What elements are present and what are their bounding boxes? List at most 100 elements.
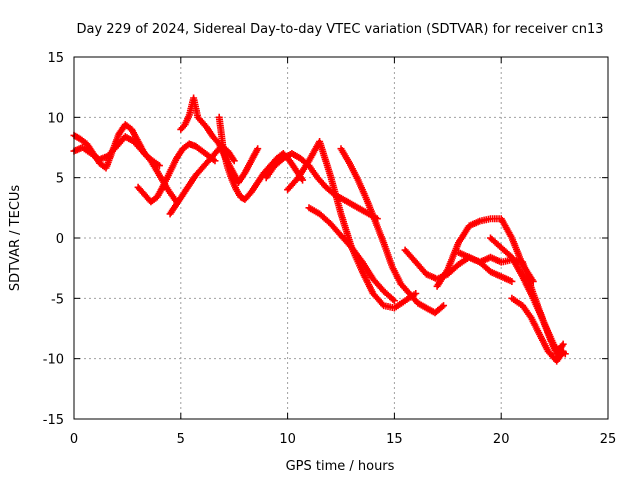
- data-point-marker: [294, 159, 312, 182]
- data-point-marker: [536, 331, 551, 353]
- data-point-marker: [284, 175, 301, 194]
- data-point-marker: [164, 186, 179, 204]
- data-point-marker: [173, 192, 186, 208]
- data-series: [401, 246, 516, 285]
- data-point-marker: [358, 268, 376, 296]
- data-point-marker: [192, 166, 205, 179]
- data-point-marker: [160, 170, 173, 189]
- data-point-marker: [247, 180, 261, 196]
- data-point-marker: [247, 146, 261, 165]
- y-tick-labels: 15 10 5 0 -5 -10 -15: [43, 51, 64, 428]
- data-point-marker: [487, 253, 503, 265]
- data-point-marker: [397, 280, 412, 296]
- data-point-marker: [412, 258, 429, 277]
- data-point-marker: [288, 150, 303, 161]
- data-point-marker: [166, 156, 180, 176]
- data-point-marker: [326, 171, 344, 216]
- data-point-marker: [559, 340, 567, 348]
- data-point-marker: [348, 200, 362, 212]
- data-point-marker: [198, 158, 211, 172]
- data-point-marker: [260, 163, 273, 177]
- data-point-marker: [444, 241, 462, 273]
- data-point-marker: [455, 224, 472, 247]
- data-point-marker: [79, 144, 93, 156]
- data-point-marker: [177, 122, 188, 133]
- x-tick-label: 5: [177, 432, 185, 447]
- data-point-marker: [519, 273, 536, 300]
- data-point-marker: [339, 195, 354, 207]
- x-axis-label: GPS time / hours: [286, 459, 395, 474]
- data-point-marker: [529, 294, 547, 324]
- data-point-marker: [314, 174, 329, 190]
- data-point-marker: [254, 170, 267, 186]
- data-point-marker: [390, 298, 407, 312]
- y-axis-label: SDTVAR / TECUs: [8, 185, 23, 292]
- data-point-marker: [508, 277, 516, 285]
- y-tick-label: -15: [43, 413, 64, 428]
- data-series: [337, 145, 448, 317]
- data-point-marker: [553, 349, 566, 365]
- y-tick-label: 15: [47, 51, 64, 66]
- data-series: [134, 140, 219, 206]
- data-point-marker: [487, 234, 504, 250]
- data-point-marker: [440, 302, 448, 310]
- data-point-marker: [134, 183, 147, 197]
- data-point-marker: [128, 125, 141, 144]
- x-tick-labels: 0 5 10 15 20 25: [70, 432, 616, 447]
- data-point-marker: [215, 113, 227, 153]
- data-point-marker: [527, 314, 543, 337]
- x-tick-label: 0: [70, 432, 78, 447]
- data-series: [284, 138, 420, 312]
- data-point-marker: [104, 144, 119, 160]
- x-tick-label: 20: [493, 432, 510, 447]
- data-point-marker: [371, 217, 387, 245]
- data-point-marker: [369, 290, 386, 308]
- data-point-marker: [356, 205, 371, 217]
- data-point-marker: [192, 142, 205, 154]
- data-point-marker: [390, 297, 398, 305]
- data-point-marker: [235, 170, 248, 186]
- plot-frame: [73, 56, 609, 420]
- data-point-marker: [431, 303, 446, 317]
- data-point-marker: [211, 157, 219, 165]
- y-tick-label: -5: [51, 292, 64, 307]
- data-point-marker: [130, 138, 145, 153]
- data-point-marker: [476, 254, 493, 266]
- y-tick-label: 5: [56, 172, 64, 187]
- data-point-marker: [559, 347, 567, 355]
- x-tick-label: 15: [386, 432, 403, 447]
- data-point-marker: [412, 290, 420, 298]
- data-point-marker: [508, 294, 525, 308]
- data-point-marker: [305, 204, 322, 217]
- data-point-marker: [316, 210, 333, 226]
- data-series: [487, 234, 567, 358]
- data-point-marker: [414, 299, 429, 311]
- data-point-marker: [519, 302, 534, 320]
- data-point-marker: [380, 287, 397, 303]
- data-series: [508, 294, 567, 365]
- data-point-marker: [241, 159, 254, 177]
- data-point-marker: [147, 194, 160, 206]
- data-point-marker: [508, 253, 526, 279]
- data-point-marker: [380, 239, 396, 269]
- data-point-marker: [173, 146, 186, 162]
- y-tick-label: 0: [56, 232, 64, 247]
- data-point-marker: [241, 190, 254, 203]
- data-point-marker: [433, 267, 451, 290]
- data-point-marker: [76, 135, 89, 147]
- data-point-marker: [232, 186, 243, 199]
- data-point-marker: [337, 232, 354, 250]
- data-point-marker: [166, 202, 179, 218]
- data-point-marker: [153, 183, 167, 201]
- data-point-marker: [497, 215, 515, 240]
- data-point-marker: [230, 157, 238, 165]
- data-point-marker: [262, 163, 278, 182]
- data-point-marker: [121, 121, 134, 132]
- chart-title: Day 229 of 2024, Sidereal Day-to-day VTE…: [76, 22, 603, 37]
- data-point-marker: [237, 193, 247, 203]
- data-point-marker: [316, 138, 334, 177]
- data-point-marker: [497, 273, 514, 285]
- data-point-marker: [401, 246, 418, 265]
- y-tick-label: -10: [43, 353, 64, 368]
